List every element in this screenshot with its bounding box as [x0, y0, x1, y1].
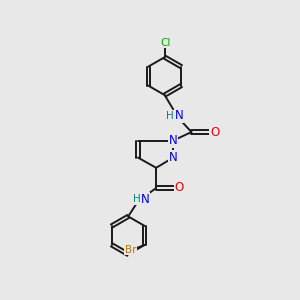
Text: N: N: [140, 193, 149, 206]
Text: Cl: Cl: [160, 38, 170, 48]
Text: O: O: [210, 125, 219, 139]
Text: H: H: [167, 110, 174, 121]
Text: H: H: [133, 194, 141, 204]
Text: N: N: [169, 134, 178, 147]
Text: N: N: [175, 109, 184, 122]
Text: Br: Br: [125, 245, 136, 255]
Text: O: O: [175, 182, 184, 194]
Text: N: N: [169, 151, 178, 164]
